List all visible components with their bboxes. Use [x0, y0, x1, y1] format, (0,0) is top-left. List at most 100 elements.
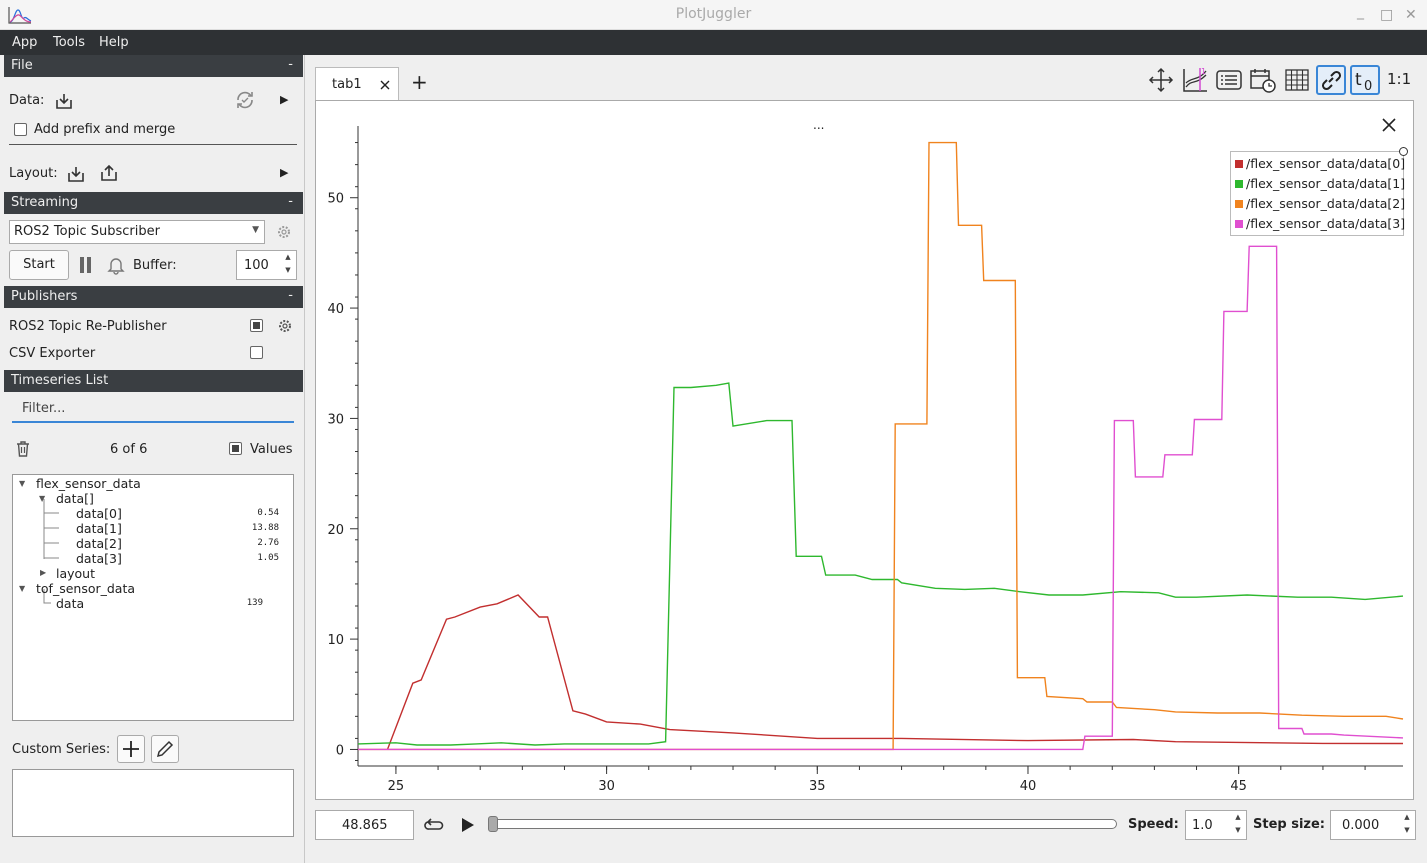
list-icon[interactable]	[1214, 65, 1244, 95]
edit-custom-series-button[interactable]	[151, 735, 179, 763]
loop-icon[interactable]	[423, 814, 445, 836]
collapse-icon[interactable]: -	[288, 288, 293, 303]
expand-arrow-icon[interactable]: ▼	[19, 584, 26, 593]
tree-item-data0[interactable]: data[0]	[76, 506, 122, 521]
timeseries-section-header[interactable]: Timeseries List	[4, 370, 303, 392]
file-section-header[interactable]: File -	[4, 55, 303, 77]
spin-down-icon[interactable]: ▼	[1235, 826, 1241, 834]
start-streaming-button[interactable]: Start	[9, 250, 69, 280]
legend-resize-handle[interactable]	[1399, 147, 1408, 156]
expand-arrow-icon[interactable]: ▼	[19, 479, 26, 488]
plot-area[interactable]: ... 0 10 20 30 40 50 25 30 35 40 45 /flex_sensor_d…	[315, 100, 1414, 800]
spin-up-icon[interactable]: ▲	[1404, 813, 1410, 821]
line-chart[interactable]: 0 10 20 30 40 50 25 30 35 40 45	[316, 101, 1415, 801]
tree-item-data3[interactable]: data[3]	[76, 551, 122, 566]
add-custom-series-button[interactable]	[117, 735, 145, 763]
save-layout-icon[interactable]	[99, 163, 119, 183]
tree-item-layout[interactable]: layout	[56, 566, 96, 581]
legend-label: /flex_sensor_data/data[3]	[1246, 216, 1406, 231]
streaming-source-select[interactable]: ROS2 Topic Subscriber ▼	[9, 220, 265, 244]
add-tab-icon[interactable]: +	[411, 70, 428, 94]
time-slider-handle[interactable]	[488, 816, 498, 832]
x-tick-label: 40	[1020, 779, 1037, 794]
layout-menu-arrow-icon[interactable]: ▶	[280, 166, 289, 179]
speed-spinbox[interactable]: 1.0 ▲ ▼	[1185, 810, 1247, 840]
expand-arrow-icon[interactable]: ▼	[39, 494, 46, 503]
tree-item-data-array[interactable]: data[]	[56, 491, 94, 506]
speed-value: 1.0	[1192, 818, 1213, 833]
chevron-down-icon: ▼	[252, 225, 259, 235]
menu-bar: App Tools Help	[0, 30, 1427, 55]
spin-up-icon[interactable]: ▲	[1235, 813, 1241, 821]
divider	[9, 144, 297, 145]
publisher-settings-gear-icon[interactable]	[277, 318, 293, 334]
time-slider-track[interactable]	[491, 819, 1117, 829]
legend-item-data2[interactable]: /flex_sensor_data/data[2]	[1235, 196, 1405, 211]
tree-item-data1[interactable]: data[1]	[76, 521, 122, 536]
collapse-icon[interactable]: -	[288, 194, 293, 209]
load-data-icon[interactable]	[54, 91, 74, 111]
legend-item-data0[interactable]: /flex_sensor_data/data[0]	[1235, 156, 1405, 171]
custom-series-list[interactable]	[12, 769, 294, 837]
tree-item-tof-sensor-data[interactable]: tof_sensor_data	[36, 581, 136, 596]
collapse-arrow-icon[interactable]: ▶	[40, 568, 47, 577]
chart-legend[interactable]: /flex_sensor_data/data[0] /flex_sensor_d…	[1230, 147, 1408, 236]
load-layout-icon[interactable]	[66, 164, 86, 184]
tab-label: tab1	[332, 77, 362, 92]
pause-icon[interactable]	[80, 257, 84, 273]
add-prefix-checkbox[interactable]	[14, 123, 27, 136]
fit-icon[interactable]: 1	[1180, 65, 1210, 95]
y-tick-label: 0	[336, 743, 344, 758]
title-bar: PlotJuggler _ □ ✕	[0, 0, 1427, 30]
data-menu-arrow-icon[interactable]: ▶	[280, 93, 289, 106]
menu-tools[interactable]: Tools	[53, 35, 86, 50]
buffer-spinbox[interactable]: 100 ▲ ▼	[236, 250, 297, 280]
menu-app[interactable]: App	[12, 35, 38, 50]
values-checkbox[interactable]	[229, 442, 242, 455]
x-tick-label: 30	[598, 779, 615, 794]
legend-item-data3[interactable]: /flex_sensor_data/data[3]	[1235, 216, 1405, 231]
grid-icon[interactable]	[1282, 65, 1312, 95]
maximize-icon[interactable]: □	[1380, 7, 1394, 23]
publisher-csv-checkbox[interactable]	[250, 346, 263, 359]
close-tab-icon[interactable]	[379, 79, 391, 91]
series-line-data2	[358, 141, 1404, 751]
tree-item-flex-sensor-data[interactable]: flex_sensor_data	[36, 476, 141, 491]
move-icon[interactable]	[1146, 65, 1176, 95]
tree-item-data2[interactable]: data[2]	[76, 536, 122, 551]
minimize-icon[interactable]: _	[1357, 4, 1364, 20]
publishers-section-header[interactable]: Publishers -	[4, 286, 303, 308]
x-tick-label: 45	[1230, 779, 1247, 794]
tree-item-tof-data[interactable]: data	[56, 596, 85, 611]
trash-icon[interactable]	[14, 440, 32, 458]
spin-down-icon[interactable]: ▼	[1404, 826, 1410, 834]
time-field[interactable]: 48.865	[315, 810, 414, 840]
calendar-clock-icon[interactable]	[1248, 65, 1278, 95]
publisher-ros2-checkbox[interactable]	[250, 319, 263, 332]
ratio-label[interactable]: 1:1	[1387, 70, 1412, 88]
close-plot-icon[interactable]	[1382, 118, 1396, 132]
reload-icon[interactable]	[234, 89, 256, 111]
pause-icon-bar	[87, 257, 91, 273]
spin-down-icon[interactable]: ▼	[285, 266, 291, 274]
timeseries-tree[interactable]: ▼ flex_sensor_data ▼ data[] data[0] 0.54…	[12, 474, 294, 721]
series-line-data1	[357, 382, 1404, 746]
filter-input[interactable]: Filter...	[12, 396, 294, 423]
streaming-section-header[interactable]: Streaming -	[4, 192, 303, 214]
data-label: Data:	[9, 93, 45, 108]
menu-help[interactable]: Help	[99, 35, 129, 50]
bell-icon[interactable]	[106, 255, 126, 275]
collapse-icon[interactable]: -	[288, 57, 293, 72]
link-icon[interactable]	[1316, 65, 1346, 95]
step-size-spinbox[interactable]: 0.000 ▲ ▼	[1330, 810, 1416, 840]
close-window-icon[interactable]: ✕	[1405, 7, 1417, 23]
spin-up-icon[interactable]: ▲	[285, 253, 291, 261]
streaming-settings-gear-icon[interactable]	[276, 224, 292, 240]
play-icon[interactable]	[457, 815, 477, 835]
tab-tab1[interactable]: tab1	[315, 67, 399, 101]
tree-branch-lines	[43, 499, 59, 604]
legend-item-data1[interactable]: /flex_sensor_data/data[1]	[1235, 176, 1405, 191]
app-logo-icon	[8, 7, 32, 24]
